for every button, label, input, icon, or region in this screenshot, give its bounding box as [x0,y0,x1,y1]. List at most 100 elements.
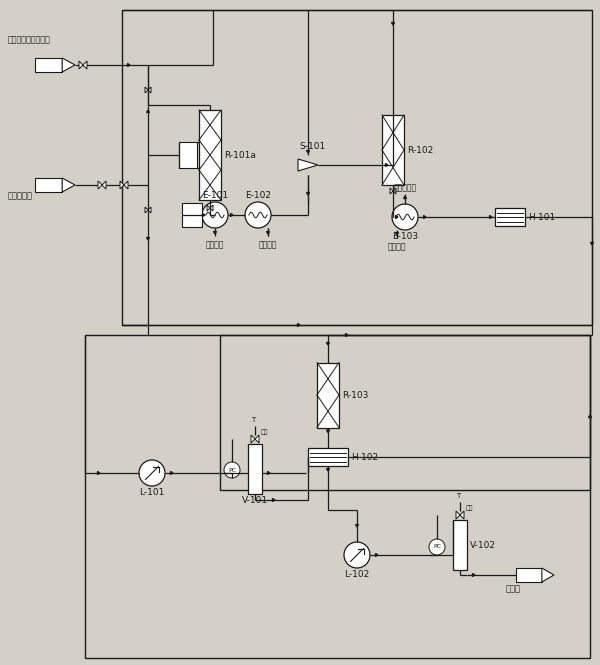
Bar [35,178,62,192]
Polygon shape [326,342,329,345]
Bar [179,142,197,168]
Polygon shape [102,181,106,189]
Polygon shape [473,573,475,577]
Text: R-102: R-102 [407,146,433,154]
Text: T: T [456,493,460,499]
Bar [516,568,542,582]
Bar [122,10,592,325]
Text: 来自废锅锅炉的蔭汽: 来自废锅锅炉的蔭汽 [8,35,51,44]
Bar [317,362,339,428]
Polygon shape [62,58,75,72]
Polygon shape [307,192,310,195]
Polygon shape [386,164,388,166]
Polygon shape [355,525,359,527]
Polygon shape [424,215,426,219]
Polygon shape [146,110,149,112]
Polygon shape [326,469,329,471]
Bar [199,110,221,200]
Bar [453,520,467,570]
Polygon shape [148,87,151,93]
Polygon shape [395,233,398,235]
Polygon shape [128,63,130,66]
Text: 锅炉给水: 锅炉给水 [259,240,277,249]
Bar [85,335,590,658]
Polygon shape [395,215,398,219]
Polygon shape [124,181,128,189]
Text: L-101: L-101 [139,488,164,497]
Polygon shape [272,499,275,501]
Polygon shape [145,87,148,93]
Polygon shape [203,213,205,217]
Text: H-101: H-101 [528,213,555,221]
Text: H-102: H-102 [351,452,378,462]
Text: E-103: E-103 [392,232,418,241]
Circle shape [139,460,165,486]
Polygon shape [490,215,492,219]
Text: 锅炉给水: 锅炉给水 [388,242,406,251]
Bar [248,444,262,494]
Polygon shape [148,207,151,213]
Text: 净化焦炉气: 净化焦炉气 [8,191,33,200]
Polygon shape [170,471,173,475]
Circle shape [245,202,271,228]
Text: V-101: V-101 [242,496,268,505]
Polygon shape [251,435,255,443]
Bar [220,335,590,490]
Polygon shape [214,231,217,234]
Text: R-101a: R-101a [224,150,256,160]
Polygon shape [460,511,464,519]
Polygon shape [326,430,329,432]
Polygon shape [404,196,407,198]
Polygon shape [79,61,83,69]
Text: E-102: E-102 [245,191,271,200]
Bar [382,115,404,185]
Text: PC: PC [228,467,236,473]
Polygon shape [392,23,395,25]
Polygon shape [268,471,270,475]
Text: E-101: E-101 [202,191,228,200]
Polygon shape [98,181,102,189]
Polygon shape [390,188,393,194]
Polygon shape [97,471,100,475]
Polygon shape [298,159,318,171]
Circle shape [429,539,445,555]
Polygon shape [230,213,233,217]
Circle shape [344,542,370,568]
Circle shape [202,202,228,228]
Bar [308,448,348,466]
Polygon shape [346,334,348,336]
Text: 去脱盐水网: 去脱盐水网 [394,183,416,192]
Text: V-102: V-102 [470,541,496,549]
Polygon shape [376,553,378,557]
Polygon shape [210,205,213,211]
Text: PC: PC [433,545,441,549]
Polygon shape [83,61,87,69]
Text: L-102: L-102 [344,570,370,579]
Text: R-103: R-103 [342,390,368,400]
Polygon shape [120,181,124,189]
Circle shape [224,462,240,478]
Polygon shape [266,231,269,234]
Polygon shape [207,205,210,211]
Polygon shape [590,243,593,245]
Polygon shape [307,150,310,153]
Text: 调节: 调节 [466,505,473,511]
Text: S-101: S-101 [300,142,326,151]
Polygon shape [542,568,554,582]
Polygon shape [393,188,396,194]
Text: 调节: 调节 [261,429,269,435]
Text: 产品气: 产品气 [505,584,521,593]
Text: T: T [251,417,255,423]
Polygon shape [145,207,148,213]
Bar [495,208,525,226]
Bar [182,203,202,227]
Text: 过热蔭汽: 过热蔭汽 [206,240,224,249]
Polygon shape [255,435,259,443]
Polygon shape [589,415,592,418]
Polygon shape [298,323,300,327]
Circle shape [392,204,418,230]
Polygon shape [146,237,149,240]
Bar [35,58,62,72]
Polygon shape [62,178,75,192]
Polygon shape [456,511,460,519]
